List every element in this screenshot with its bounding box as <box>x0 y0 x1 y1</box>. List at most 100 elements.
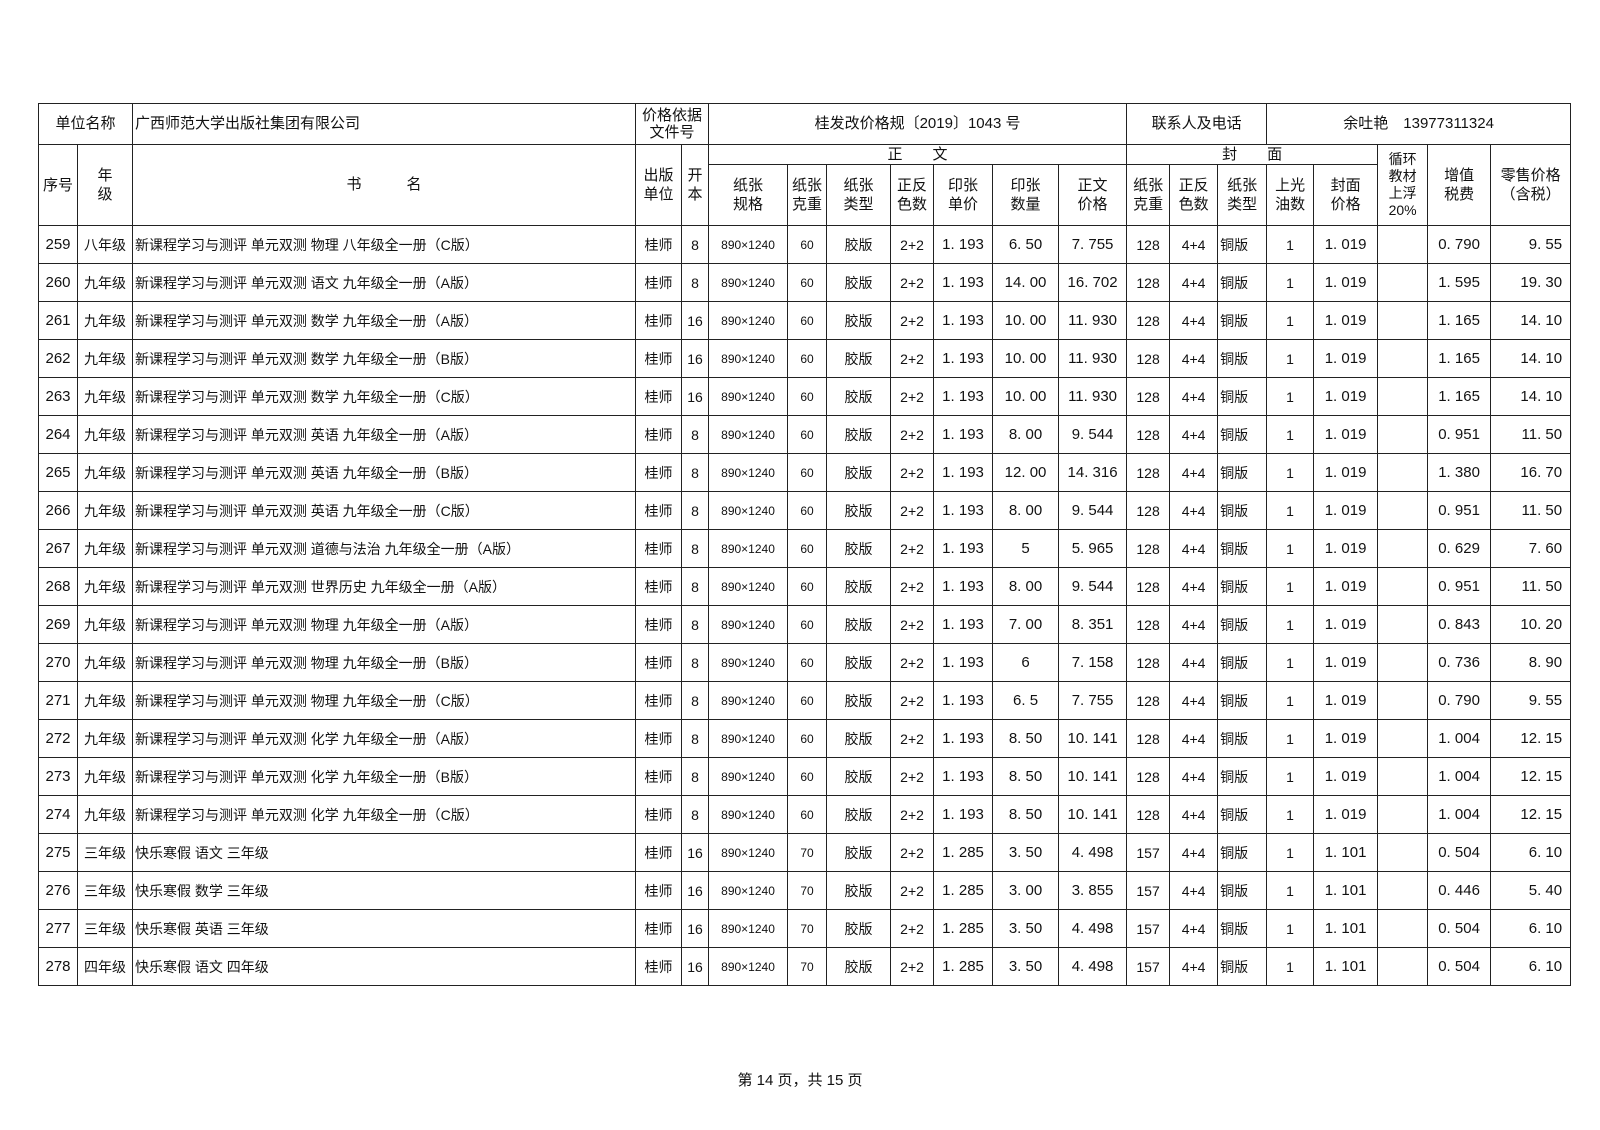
cell-varnish: 1 <box>1266 757 1315 796</box>
cell-title: 新课程学习与测评 单元双测 英语 九年级全一册（C版） <box>132 491 637 530</box>
cell-cover-colors: 4+4 <box>1169 947 1219 986</box>
cell-cover-type: 铜版 <box>1217 263 1268 302</box>
cell-sheet-count: 3. 50 <box>992 947 1060 986</box>
cell-cover-price: 1. 019 <box>1313 415 1379 454</box>
table-row: 277 三年级 快乐寒假 英语 三年级 桂师 16 890×1240 70 胶版 2+2 1. 2… <box>38 909 1572 948</box>
col-recycle: 循环教材上浮20% <box>1377 144 1429 226</box>
cell-title: 快乐寒假 语文 三年级 <box>132 833 637 872</box>
cell-cover-colors: 4+4 <box>1169 567 1219 606</box>
cell-colors: 2+2 <box>890 947 935 986</box>
cell-vat: 1. 165 <box>1427 339 1492 378</box>
table-row: 272 九年级 新课程学习与测评 单元双测 化学 九年级全一册（A版） 桂师 8 890×… <box>38 719 1572 758</box>
cell-paper-size: 890×1240 <box>708 605 789 644</box>
cell-title: 新课程学习与测评 单元双测 化学 九年级全一册（A版） <box>132 719 637 758</box>
cell-cover-weight: 128 <box>1126 719 1171 758</box>
cell-sheet-count: 10. 00 <box>992 301 1060 340</box>
cell-title: 快乐寒假 语文 四年级 <box>132 947 637 986</box>
cell-retail: 14. 10 <box>1490 377 1572 416</box>
cell-paper-size: 890×1240 <box>708 377 789 416</box>
cell-vat: 0. 629 <box>1427 529 1492 568</box>
cell-sheet-price: 1. 193 <box>933 415 994 454</box>
cell-recycle <box>1377 415 1429 454</box>
cell-paper-size: 890×1240 <box>708 909 789 948</box>
cell-cover-weight: 157 <box>1126 947 1171 986</box>
cell-grade: 三年级 <box>76 909 134 948</box>
cell-cover-price: 1. 019 <box>1313 567 1379 606</box>
col-cover-colors: 正反色数 <box>1169 164 1219 226</box>
cell-grade: 三年级 <box>76 833 134 872</box>
cell-sheet-price: 1. 193 <box>933 491 994 530</box>
cell-recycle <box>1377 567 1429 606</box>
cell-cover-price: 1. 019 <box>1313 491 1379 530</box>
cell-varnish: 1 <box>1266 605 1315 644</box>
cell-recycle <box>1377 491 1429 530</box>
col-vat: 增值税费 <box>1427 144 1492 226</box>
cell-body-price: 9. 544 <box>1058 491 1128 530</box>
cell-grade: 九年级 <box>76 415 134 454</box>
cell-seq: 263 <box>38 377 78 416</box>
cell-paper-weight: 60 <box>787 567 828 606</box>
cell-seq: 274 <box>38 795 78 834</box>
cell-seq: 278 <box>38 947 78 986</box>
cell-body-price: 4. 498 <box>1058 947 1128 986</box>
cell-format: 8 <box>681 681 710 720</box>
cell-recycle <box>1377 377 1429 416</box>
cell-sheet-count: 3. 50 <box>992 833 1060 872</box>
col-seq: 序号 <box>38 144 78 226</box>
col-varnish: 上光油数 <box>1266 164 1315 226</box>
cell-sheet-price: 1. 193 <box>933 795 994 834</box>
cell-grade: 九年级 <box>76 529 134 568</box>
cell-colors: 2+2 <box>890 453 935 492</box>
cell-paper-type: 胶版 <box>826 453 892 492</box>
cell-format: 16 <box>681 339 710 378</box>
cell-paper-size: 890×1240 <box>708 681 789 720</box>
col-sheet-count: 印张数量 <box>992 164 1060 226</box>
table-row: 263 九年级 新课程学习与测评 单元双测 数学 九年级全一册（C版） 桂师 16 890… <box>38 377 1572 416</box>
cell-cover-price: 1. 019 <box>1313 529 1379 568</box>
cell-cover-type: 铜版 <box>1217 453 1268 492</box>
cell-cover-weight: 128 <box>1126 453 1171 492</box>
cell-sheet-count: 3. 50 <box>992 909 1060 948</box>
cell-format: 8 <box>681 415 710 454</box>
cell-cover-colors: 4+4 <box>1169 225 1219 264</box>
cell-paper-size: 890×1240 <box>708 415 789 454</box>
cell-vat: 1. 595 <box>1427 263 1492 302</box>
cell-cover-type: 铜版 <box>1217 757 1268 796</box>
cell-publisher: 桂师 <box>635 719 683 758</box>
cell-body-price: 11. 930 <box>1058 377 1128 416</box>
cell-body-price: 8. 351 <box>1058 605 1128 644</box>
cell-paper-size: 890×1240 <box>708 453 789 492</box>
col-sheet-price: 印张单价 <box>933 164 994 226</box>
cell-cover-type: 铜版 <box>1217 301 1268 340</box>
cell-cover-weight: 128 <box>1126 757 1171 796</box>
cell-body-price: 9. 544 <box>1058 567 1128 606</box>
cell-colors: 2+2 <box>890 377 935 416</box>
cell-colors: 2+2 <box>890 529 935 568</box>
cell-paper-type: 胶版 <box>826 643 892 682</box>
cell-colors: 2+2 <box>890 719 935 758</box>
cell-colors: 2+2 <box>890 757 935 796</box>
cell-seq: 268 <box>38 567 78 606</box>
cell-paper-size: 890×1240 <box>708 301 789 340</box>
cell-publisher: 桂师 <box>635 339 683 378</box>
col-colors: 正反色数 <box>890 164 935 226</box>
cell-vat: 0. 504 <box>1427 909 1492 948</box>
cell-paper-size: 890×1240 <box>708 529 789 568</box>
table-row: 265 九年级 新课程学习与测评 单元双测 英语 九年级全一册（B版） 桂师 8 890×… <box>38 453 1572 492</box>
cell-sheet-count: 7. 00 <box>992 605 1060 644</box>
cell-cover-weight: 157 <box>1126 909 1171 948</box>
cell-body-price: 10. 141 <box>1058 795 1128 834</box>
cell-paper-weight: 60 <box>787 529 828 568</box>
cell-cover-colors: 4+4 <box>1169 757 1219 796</box>
cell-cover-price: 1. 019 <box>1313 643 1379 682</box>
cell-seq: 269 <box>38 605 78 644</box>
cell-sheet-price: 1. 193 <box>933 757 994 796</box>
cell-colors: 2+2 <box>890 909 935 948</box>
cell-grade: 九年级 <box>76 605 134 644</box>
cell-cover-colors: 4+4 <box>1169 605 1219 644</box>
cell-retail: 8. 90 <box>1490 643 1572 682</box>
cell-paper-type: 胶版 <box>826 871 892 910</box>
cell-paper-weight: 60 <box>787 757 828 796</box>
cell-paper-type: 胶版 <box>826 605 892 644</box>
cell-sheet-count: 8. 50 <box>992 795 1060 834</box>
